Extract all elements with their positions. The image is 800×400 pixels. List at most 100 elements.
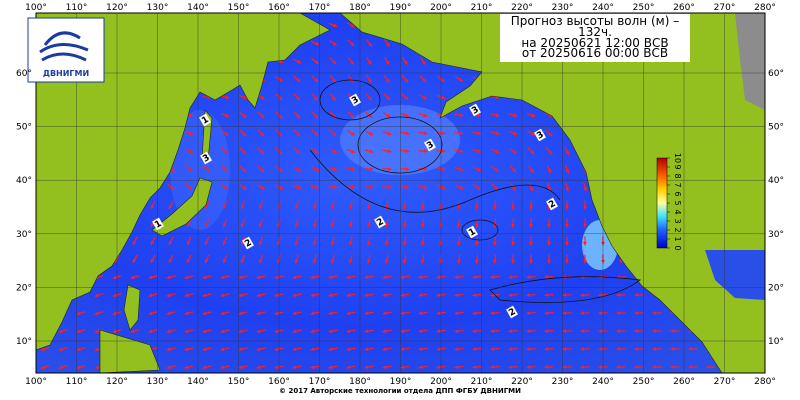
wave-arrow-head xyxy=(58,347,63,352)
wave-arrow-head xyxy=(166,329,171,334)
wave-arrow-head xyxy=(222,259,227,264)
contour-label: 3 xyxy=(350,95,360,107)
wave-arrow-head xyxy=(562,293,567,297)
land-gray xyxy=(735,13,765,110)
wave-arrow-head xyxy=(328,311,333,316)
wave-arrow-head xyxy=(511,186,516,191)
wave-arrow-head xyxy=(418,311,423,316)
wave-arrow-head xyxy=(112,311,117,316)
wave-arrow-head xyxy=(274,365,279,370)
lat-label-right: 50° xyxy=(768,123,784,133)
wave-arrow-head xyxy=(511,259,515,264)
wave-arrow-head xyxy=(670,329,675,333)
wave-arrow-head xyxy=(368,42,372,47)
colorbar-label: 10 xyxy=(673,153,682,163)
wave-arrow-head xyxy=(458,185,463,190)
wave-arrow-head xyxy=(314,132,319,137)
lon-label-bottom: 220° xyxy=(511,377,533,387)
wave-arrow-head xyxy=(132,240,137,245)
wave-arrow-head xyxy=(477,131,482,136)
lon-label-top: 140° xyxy=(187,3,209,13)
wave-arrow-head xyxy=(402,223,407,228)
wave-arrow-head xyxy=(531,113,536,118)
wave-arrow-head xyxy=(526,275,531,280)
wave-arrow-head xyxy=(368,114,373,118)
lon-label-top: 200° xyxy=(430,3,452,13)
wave-arrow-head xyxy=(222,205,227,210)
wave-arrow-head xyxy=(346,347,351,352)
wave-arrow-head xyxy=(238,365,243,370)
lon-label-top: 280° xyxy=(754,3,776,13)
wave-arrow-head xyxy=(240,241,245,246)
wave-arrow-head xyxy=(529,241,533,246)
wave-arrow-head xyxy=(474,223,479,228)
wave-arrow-head xyxy=(242,168,247,173)
wave-arrow-head xyxy=(508,329,513,334)
wave-arrow-head xyxy=(202,347,207,352)
wave-arrow-head xyxy=(598,311,603,315)
wave-arrow-head xyxy=(529,168,534,173)
wave-arrow-head xyxy=(188,168,193,172)
wave-arrow-head xyxy=(382,329,387,334)
wave-arrow-head xyxy=(565,241,569,246)
wave-arrow-head xyxy=(386,78,390,83)
wave-arrow-head xyxy=(76,311,81,316)
wave-arrow-head xyxy=(562,329,567,333)
lon-label-bottom: 210° xyxy=(471,377,493,387)
wave-arrow-head xyxy=(328,347,333,352)
wave-arrow-head xyxy=(492,259,497,264)
wave-arrow-head xyxy=(206,168,211,173)
wave-arrow-head xyxy=(472,293,477,298)
wave-arrow-head xyxy=(530,131,535,136)
wave-arrow-head xyxy=(616,311,621,315)
wave-arrow-head xyxy=(166,365,171,370)
wave-arrow-head xyxy=(224,150,229,155)
contour-label-bg xyxy=(199,113,211,127)
wave-arrow-head xyxy=(315,167,320,172)
wave-arrow-head xyxy=(459,113,464,118)
wave-arrow-head xyxy=(490,329,495,334)
wave-arrow-head xyxy=(258,205,263,210)
wave-arrow-head xyxy=(312,241,317,246)
wave-arrow-head xyxy=(418,293,423,298)
lon-label-bottom: 180° xyxy=(349,377,371,387)
lon-label-top: 210° xyxy=(471,3,493,13)
wave-arrow-head xyxy=(422,95,427,100)
wave-arrow-head xyxy=(616,293,621,297)
lon-label-top: 230° xyxy=(552,3,574,13)
lat-label-left: 30° xyxy=(16,230,32,240)
wave-arrow-head xyxy=(312,205,317,210)
contour-label-bg xyxy=(374,215,386,229)
wave-arrow-head xyxy=(565,169,570,174)
contour-label-bg xyxy=(469,103,481,117)
wave-arrow-head xyxy=(387,149,392,154)
lon-label-bottom: 100° xyxy=(25,377,47,387)
wave-arrow-head xyxy=(166,311,171,316)
wave-arrow-head xyxy=(278,150,283,155)
wave-arrow-head xyxy=(256,347,261,352)
wave-arrow-head xyxy=(441,149,446,154)
contour-label-bg xyxy=(152,217,164,231)
wave-arrow-head xyxy=(330,259,335,264)
wave-arrow-head xyxy=(346,329,351,334)
wave-arrow-head xyxy=(225,95,230,100)
wave-arrow-head xyxy=(492,241,497,246)
lon-label-bottom: 150° xyxy=(228,377,250,387)
wave-arrow-head xyxy=(472,329,477,334)
lon-label-bottom: 160° xyxy=(268,377,290,387)
wave-arrow-head xyxy=(472,275,477,280)
wave-arrow-head xyxy=(224,168,229,173)
wave-arrow-head xyxy=(348,259,353,264)
wave-arrow-head xyxy=(580,365,585,369)
wave-arrow-head xyxy=(440,78,445,82)
wave-arrow-head xyxy=(456,205,461,210)
wave-arrow-head xyxy=(242,186,247,190)
wave-arrow-head xyxy=(688,347,693,351)
lon-label-bottom: 130° xyxy=(147,377,169,387)
wave-arrow-head xyxy=(202,293,207,298)
lon-label-top: 180° xyxy=(349,3,371,13)
wave-arrow-head xyxy=(441,95,446,100)
lon-label-top: 250° xyxy=(633,3,655,13)
wave-arrow-head xyxy=(240,223,245,228)
wave-arrow-head xyxy=(276,241,281,246)
